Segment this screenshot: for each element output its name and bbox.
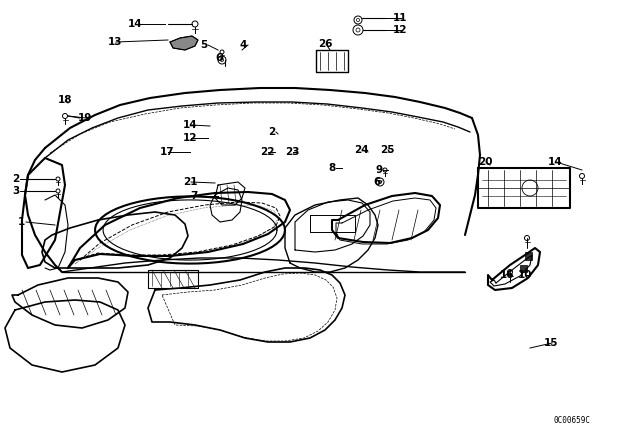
Text: 22: 22	[260, 147, 275, 157]
Text: 23: 23	[285, 147, 300, 157]
Text: 19: 19	[78, 113, 92, 123]
Text: 14: 14	[183, 120, 198, 130]
Text: 1: 1	[18, 217, 25, 227]
Text: 21: 21	[183, 177, 198, 187]
Text: 2: 2	[12, 174, 19, 184]
Polygon shape	[520, 265, 527, 272]
Text: 12: 12	[183, 133, 198, 143]
Text: 16: 16	[500, 270, 515, 280]
Text: 8: 8	[328, 163, 335, 173]
Text: 6: 6	[215, 53, 222, 63]
Text: 4: 4	[240, 40, 248, 50]
Text: 3: 3	[12, 186, 19, 196]
Text: 0C00659C: 0C00659C	[553, 415, 590, 425]
Text: 12: 12	[393, 25, 408, 35]
Text: 14: 14	[548, 157, 563, 167]
Text: 10: 10	[518, 270, 532, 280]
Text: 5: 5	[200, 40, 207, 50]
Text: 26: 26	[318, 39, 333, 49]
Text: 25: 25	[380, 145, 394, 155]
Text: 14: 14	[128, 19, 143, 29]
Text: 7: 7	[190, 191, 197, 201]
Polygon shape	[170, 36, 198, 50]
Text: 11: 11	[393, 13, 408, 23]
Polygon shape	[525, 252, 532, 260]
Text: 9: 9	[375, 165, 382, 175]
Text: 20: 20	[478, 157, 493, 167]
Text: 18: 18	[58, 95, 72, 105]
Text: 17: 17	[160, 147, 175, 157]
Text: 15: 15	[544, 338, 559, 348]
Text: 13: 13	[108, 37, 122, 47]
Text: 2: 2	[268, 127, 275, 137]
Text: 6: 6	[373, 177, 380, 187]
Text: 24: 24	[354, 145, 369, 155]
